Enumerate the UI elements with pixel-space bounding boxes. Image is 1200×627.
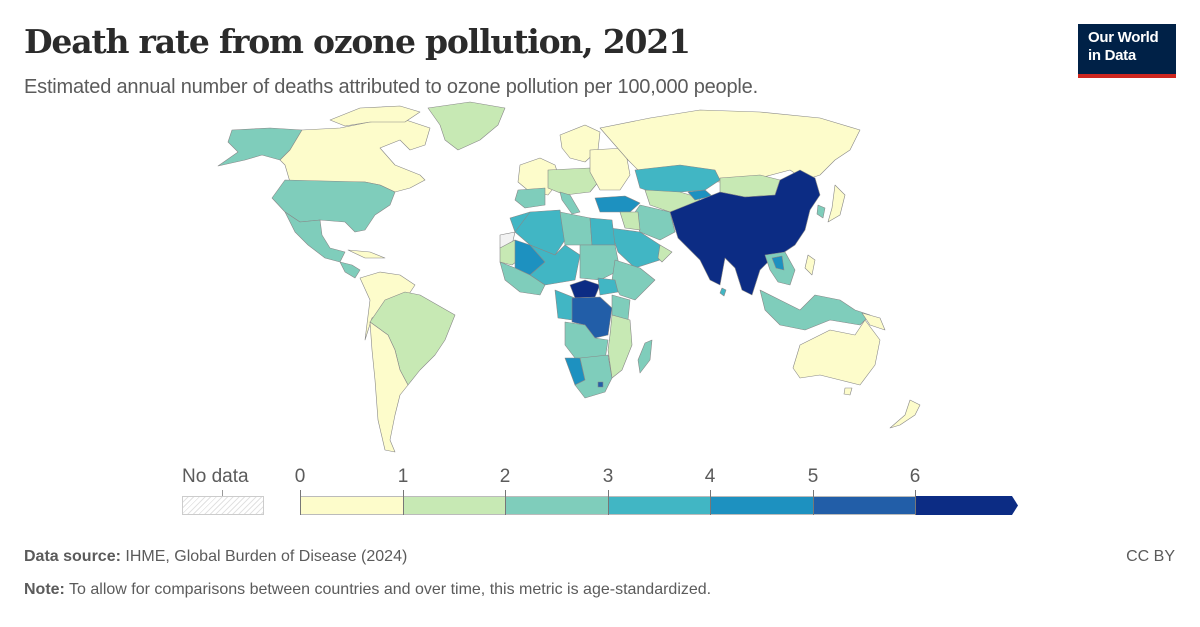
license-link[interactable]: CC BY	[1126, 548, 1175, 565]
region-korea[interactable]	[816, 204, 826, 219]
region-sudan[interactable]	[579, 244, 621, 281]
region-mexico[interactable]	[284, 211, 346, 263]
region-central-america[interactable]	[339, 261, 361, 279]
region-egypt[interactable]	[589, 217, 616, 246]
region-caribbean[interactable]	[347, 249, 386, 259]
legend-tick-3	[608, 490, 609, 515]
legend-bin-2-3[interactable]	[505, 496, 608, 515]
region-png[interactable]	[861, 312, 886, 331]
legend-bin-over-6[interactable]	[915, 496, 1020, 515]
legend-tick-2	[505, 490, 506, 515]
region-west-africa-coast[interactable]	[499, 261, 546, 296]
legend-bin-1-2[interactable]	[403, 496, 505, 515]
chart-subtitle: Estimated annual number of deaths attrib…	[24, 76, 758, 98]
region-philippines[interactable]	[804, 254, 816, 276]
region-greenland[interactable]	[427, 101, 506, 151]
region-iraq-syria[interactable]	[619, 211, 641, 231]
note-label: Note:	[24, 581, 65, 598]
logo-line-2: in Data	[1088, 47, 1136, 64]
region-indonesia[interactable]	[759, 289, 871, 331]
legend-tick-label-1: 1	[397, 466, 409, 487]
region-horn-africa[interactable]	[611, 259, 656, 301]
region-drc[interactable]	[571, 296, 613, 339]
region-madagascar[interactable]	[637, 339, 653, 374]
logo-line-1: Our World	[1088, 29, 1159, 46]
region-tasmania[interactable]	[843, 387, 853, 396]
legend-bin-3-4[interactable]	[608, 496, 710, 515]
region-new-zealand[interactable]	[889, 399, 921, 429]
chart-note: Note: To allow for comparisons between c…	[24, 581, 711, 599]
legend-tick-label-5: 5	[807, 466, 819, 487]
world-map[interactable]	[0, 100, 1200, 460]
region-australia[interactable]	[792, 319, 881, 386]
legend-tick-label-0: 0	[294, 466, 306, 487]
legend-no-data-label: No data	[182, 466, 249, 487]
region-turkey[interactable]	[594, 195, 641, 213]
legend-bin-5-6[interactable]	[813, 496, 915, 515]
region-lesotho[interactable]	[597, 381, 604, 388]
region-southern-cone[interactable]	[369, 321, 409, 453]
region-oman[interactable]	[657, 244, 673, 263]
legend-tick-0	[300, 490, 301, 515]
region-canada[interactable]	[279, 117, 431, 193]
region-angola-zambia[interactable]	[564, 321, 609, 361]
region-italy[interactable]	[559, 191, 581, 215]
legend-tick-4	[710, 490, 711, 515]
legend-tick-1	[403, 490, 404, 515]
legend-tick-label-6: 6	[909, 466, 921, 487]
region-tanzania-mozambique[interactable]	[607, 314, 633, 379]
legend-tick-5	[813, 490, 814, 515]
data-source: Data source: IHME, Global Burden of Dise…	[24, 548, 407, 566]
region-iberia[interactable]	[514, 187, 546, 209]
legend-tick-6	[915, 490, 916, 515]
region-car[interactable]	[569, 279, 601, 299]
region-south-sudan[interactable]	[597, 277, 619, 296]
legend-tick-label-3: 3	[602, 466, 614, 487]
region-libya[interactable]	[559, 211, 593, 246]
region-sri-lanka[interactable]	[719, 287, 727, 297]
region-japan[interactable]	[827, 184, 846, 223]
data-source-label: Data source:	[24, 548, 121, 565]
legend-no-data-tick	[222, 490, 223, 496]
legend-no-data-swatch[interactable]	[182, 496, 264, 515]
legend-tick-label-2: 2	[499, 466, 511, 487]
owid-logo[interactable]: Our World in Data	[1078, 24, 1176, 78]
region-laos[interactable]	[771, 255, 785, 271]
legend-tick-label-4: 4	[704, 466, 716, 487]
region-sahel-west[interactable]	[529, 244, 581, 286]
logo-accent-bar	[1078, 74, 1176, 78]
region-arctic-islands[interactable]	[329, 105, 421, 127]
data-source-link[interactable]: IHME, Global Burden of Disease (2024)	[125, 548, 408, 565]
chart-title: Death rate from ozone pollution, 2021	[24, 22, 691, 61]
legend-bin-0-1[interactable]	[300, 496, 403, 515]
region-alaska[interactable]	[217, 127, 303, 167]
note-text: To allow for comparisons between countri…	[69, 581, 712, 598]
legend-bin-4-5[interactable]	[710, 496, 813, 515]
legend-color-scale	[300, 496, 1030, 515]
region-usa[interactable]	[271, 179, 396, 233]
